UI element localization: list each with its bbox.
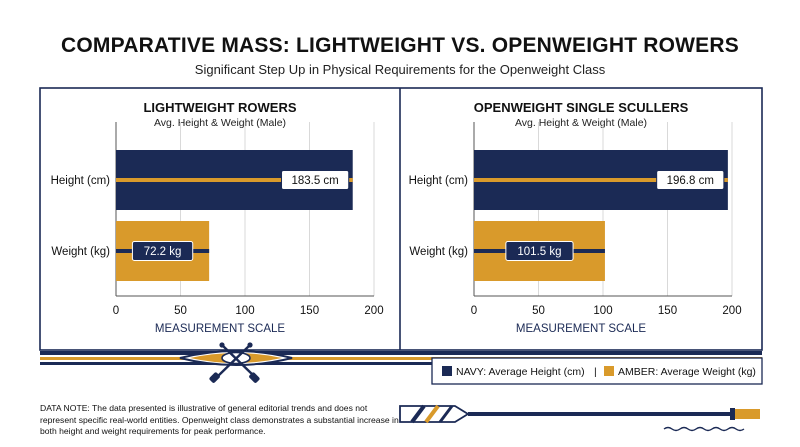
x-tick-label: 150 [658, 305, 677, 317]
legend-swatch-navy [442, 366, 452, 376]
x-tick-label: 100 [235, 305, 254, 317]
data-label-box [131, 241, 194, 261]
data-label-box [505, 241, 574, 261]
legend: NAVY: Average Height (cm) | AMBER: Avera… [431, 357, 763, 385]
data-label-box [656, 170, 725, 190]
chart-subtitle: Avg. Height & Weight (Male) [515, 117, 647, 129]
chart-title: OPENWEIGHT SINGLE SCULLERS [474, 100, 689, 115]
category-label: Height (cm) [51, 175, 111, 187]
legend-swatch-amber [604, 366, 614, 376]
data-label: 72.2 kg [144, 246, 182, 258]
bar-stripe [474, 178, 728, 182]
x-tick-label: 50 [532, 305, 545, 317]
x-tick-label: 0 [113, 305, 119, 317]
page-subtitle: Significant Step Up in Physical Requirem… [194, 62, 606, 77]
data-label: 196.8 cm [667, 175, 714, 187]
data-label: 101.5 kg [517, 246, 561, 258]
chart-subtitle: Avg. Height & Weight (Male) [154, 117, 286, 129]
x-tick-label: 150 [300, 305, 319, 317]
legend-frame [431, 357, 763, 385]
x-axis-label: MEASUREMENT SCALE [516, 323, 646, 335]
x-tick-label: 0 [471, 305, 477, 317]
data-label-box [281, 170, 350, 190]
category-label: Weight (kg) [51, 246, 110, 258]
x-tick-label: 200 [722, 305, 741, 317]
x-tick-label: 200 [364, 305, 383, 317]
page-title: COMPARATIVE MASS: LIGHTWEIGHT VS. OPENWE… [61, 34, 739, 57]
legend-separator: | [594, 366, 597, 378]
x-axis-label: MEASUREMENT SCALE [155, 323, 285, 335]
oar-icon [399, 404, 760, 432]
category-label: Height (cm) [409, 175, 469, 187]
data-note: DATA NOTE: The data presented is illustr… [40, 403, 399, 436]
x-tick-label: 50 [174, 305, 187, 317]
legend-amber-label: AMBER: Average Weight (kg) [618, 366, 756, 378]
category-label: Weight (kg) [409, 246, 468, 258]
x-tick-label: 100 [593, 305, 612, 317]
rowing-shell-icon [179, 342, 293, 383]
decorative-stripes [40, 351, 762, 365]
legend-navy-label: NAVY: Average Height (cm) [456, 366, 585, 378]
chart-title: LIGHTWEIGHT ROWERS [143, 100, 296, 115]
data-label: 183.5 cm [291, 175, 338, 187]
bar-stripe [116, 178, 353, 182]
panel-frame [39, 87, 763, 351]
